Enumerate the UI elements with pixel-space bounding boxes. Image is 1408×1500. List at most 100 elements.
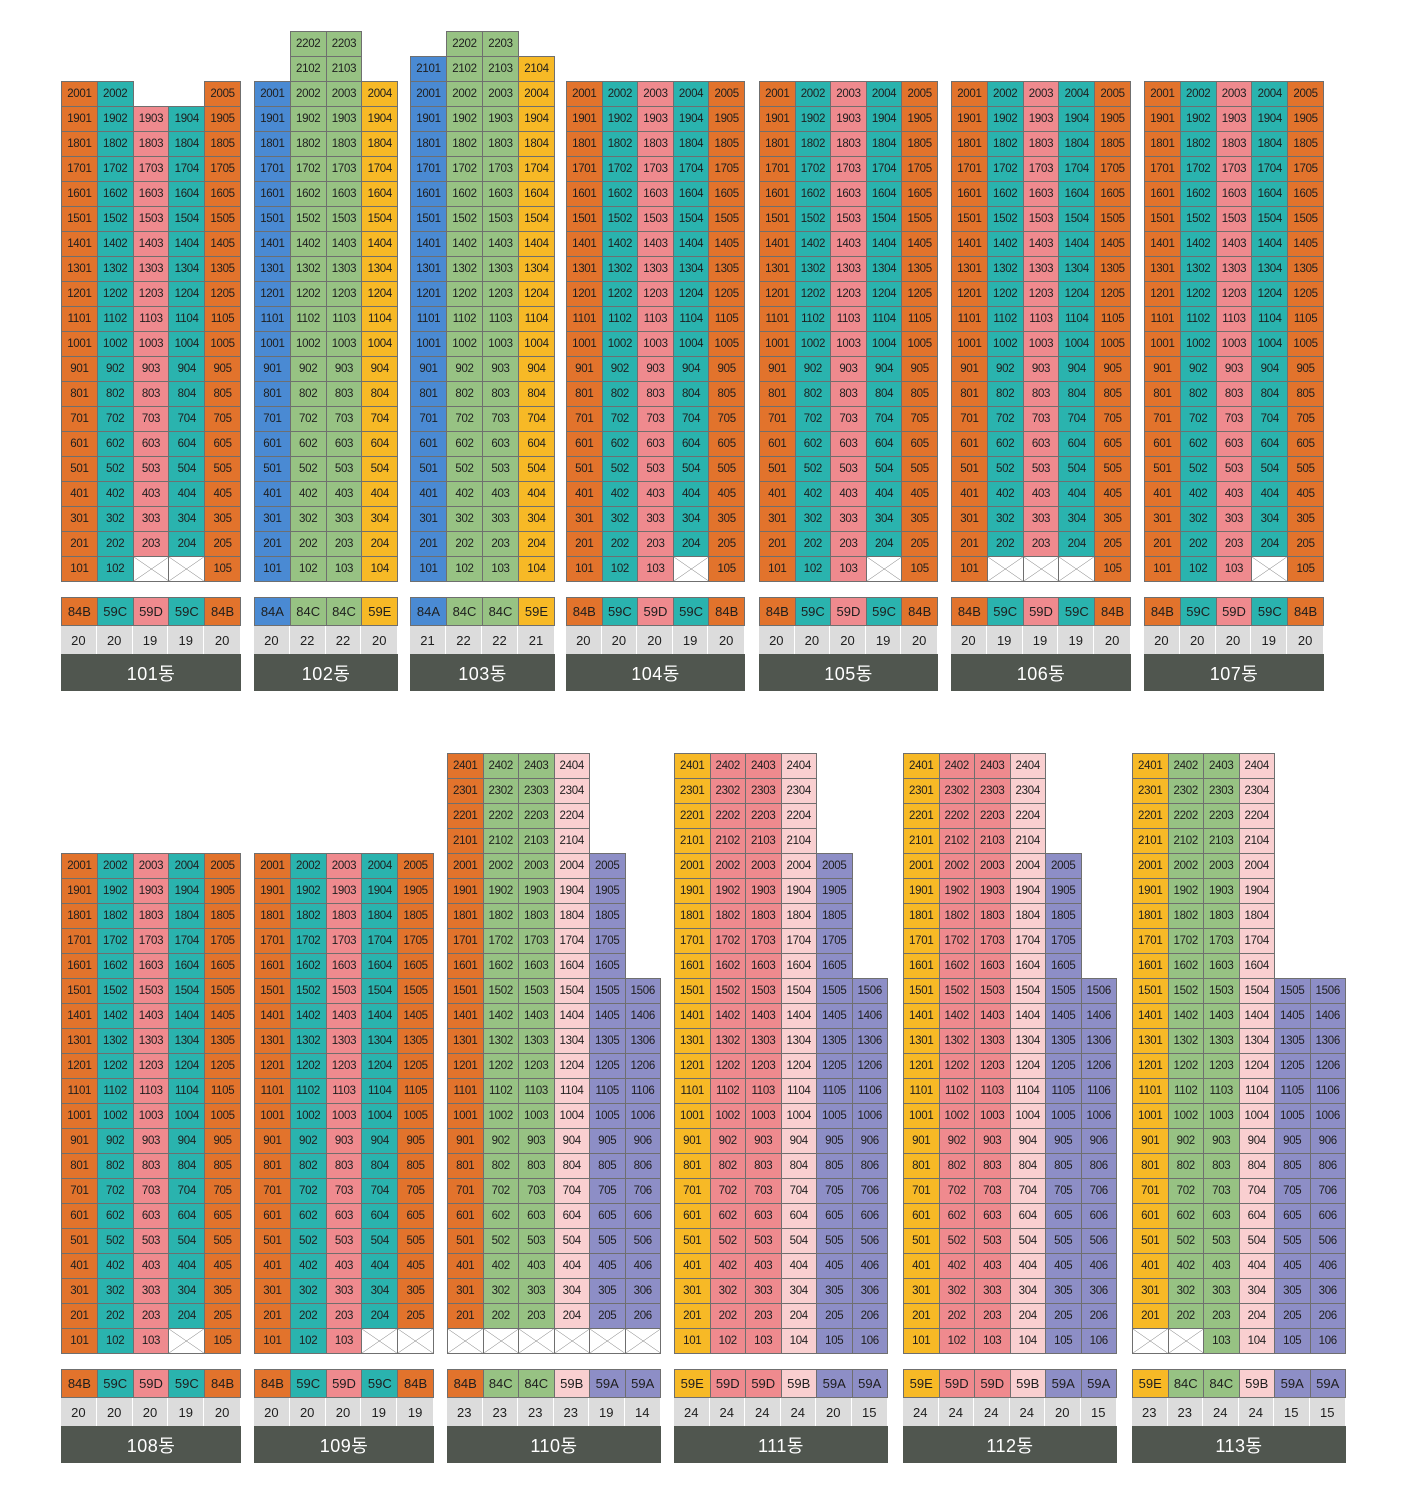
- unit-cell: 803: [325, 1153, 363, 1179]
- unit-cell: 1005: [708, 331, 745, 357]
- unit-cell: 1204: [1058, 281, 1096, 307]
- unit-cell: 1405: [901, 231, 938, 257]
- unit-cell: 1104: [553, 1078, 590, 1104]
- unit-type-label: 84B: [447, 1369, 484, 1398]
- unit-cell: 1603: [637, 181, 674, 207]
- unit-cell: 1405: [816, 1003, 853, 1029]
- unit-cell: 403: [1203, 1253, 1240, 1279]
- unit-cell: 802: [289, 381, 327, 407]
- unit-cell: 103: [482, 556, 519, 582]
- unit-cell: 2103: [1203, 828, 1240, 854]
- unit-cell: 1105: [708, 306, 745, 332]
- unit-cell: 1603: [1215, 181, 1253, 207]
- unit-cell: 1603: [325, 953, 363, 979]
- unit-cell: 801: [61, 381, 98, 407]
- unit-cell: 505: [204, 456, 241, 482]
- unit-cell: 1102: [96, 306, 134, 332]
- unit-cell: 2001: [1132, 853, 1169, 879]
- unit-cell: 301: [1132, 1278, 1169, 1304]
- unit-cell: 1801: [1132, 903, 1169, 929]
- unit-cell: 1402: [938, 1003, 975, 1029]
- unit-cell: 2404: [780, 753, 817, 779]
- unit-type-label: 84B: [759, 597, 796, 626]
- unit-cell: 401: [447, 1253, 484, 1279]
- unit-cell: 1202: [96, 1053, 134, 1079]
- unit-cell: 1305: [708, 256, 745, 282]
- unit-cell: 502: [96, 456, 134, 482]
- unit-cell: 2202: [709, 803, 746, 829]
- unit-cell: 1501: [674, 978, 711, 1004]
- unit-cell: 1704: [865, 156, 903, 182]
- unit-cell: 101: [1144, 556, 1181, 582]
- unit-cell: 1901: [447, 878, 484, 904]
- unit-cell: 2002: [96, 81, 134, 107]
- unit-cell: 2102: [938, 828, 975, 854]
- unit-cell: 1605: [901, 181, 938, 207]
- unit-count: 20: [816, 1398, 852, 1426]
- unit-cell: 305: [204, 506, 241, 532]
- unit-count: 20: [1094, 626, 1131, 654]
- unit-type-label: 84B: [901, 597, 938, 626]
- unit-type-label: 59A: [1080, 1369, 1117, 1398]
- unit-cell: 605: [1274, 1203, 1311, 1229]
- unit-cell: 906: [1309, 1128, 1346, 1154]
- unit-cell: 805: [1094, 381, 1131, 407]
- unit-cell: 401: [254, 1253, 291, 1279]
- unit-cell: 1205: [1094, 281, 1131, 307]
- empty-unit: [1058, 556, 1096, 582]
- unit-cell: 1505: [1045, 978, 1082, 1004]
- unit-cell: 1604: [168, 953, 206, 979]
- unit-cell: 1306: [851, 1028, 888, 1054]
- unit-cell: 701: [903, 1178, 940, 1204]
- unit-cell: 1103: [132, 306, 170, 332]
- unit-cell: 1203: [518, 1053, 555, 1079]
- unit-cell: 706: [851, 1178, 888, 1204]
- unit-cell: 1702: [794, 156, 832, 182]
- unit-cell: 301: [903, 1278, 940, 1304]
- unit-cell: 1103: [132, 1078, 170, 1104]
- unit-cell: 1605: [397, 953, 434, 979]
- unit-count: 20: [96, 1398, 133, 1426]
- unit-cell: 1901: [254, 106, 291, 132]
- unit-cell: 502: [446, 456, 483, 482]
- unit-cell: 603: [974, 1203, 1011, 1229]
- unit-cell: 204: [1058, 531, 1096, 557]
- unit-cell: 502: [986, 456, 1024, 482]
- unit-cell: 1301: [1132, 1028, 1169, 1054]
- unit-cell: 1602: [794, 181, 832, 207]
- unit-cell: 905: [589, 1128, 626, 1154]
- unit-cell: 101: [674, 1328, 711, 1354]
- unit-cell: 205: [1094, 531, 1131, 557]
- unit-cell: 1704: [1238, 928, 1275, 954]
- unit-cell: 1004: [361, 1103, 399, 1129]
- unit-cell: 1205: [1274, 1053, 1311, 1079]
- unit-cell: 1206: [851, 1053, 888, 1079]
- unit-cell: 603: [132, 1203, 170, 1229]
- unit-cell: 1201: [1132, 1053, 1169, 1079]
- unit-cell: 1505: [1287, 206, 1324, 232]
- unit-cell: 1004: [168, 331, 206, 357]
- unit-cell: 2103: [325, 56, 363, 82]
- unit-cell: 201: [1144, 531, 1181, 557]
- unit-cell: 202: [938, 1303, 975, 1329]
- unit-cell: 2002: [289, 853, 327, 879]
- unit-cell: 1105: [204, 1078, 241, 1104]
- unit-cell: 406: [624, 1253, 661, 1279]
- unit-cell: 1702: [289, 928, 327, 954]
- unit-cell: 2302: [938, 778, 975, 804]
- unit-count: 24: [903, 1398, 939, 1426]
- unit-cell: 1805: [708, 131, 745, 157]
- unit-cell: 2302: [709, 778, 746, 804]
- unit-cell: 2001: [951, 81, 988, 107]
- unit-cell: 1004: [518, 331, 555, 357]
- unit-cell: 501: [410, 456, 447, 482]
- unit-cell: 2402: [1167, 753, 1204, 779]
- unit-cell: 805: [397, 1153, 434, 1179]
- unit-cell: 604: [672, 431, 710, 457]
- unit-cell: 703: [482, 406, 519, 432]
- unit-cell: 1205: [816, 1053, 853, 1079]
- unit-cell: 403: [830, 481, 867, 507]
- unit-cell: 1803: [974, 903, 1011, 929]
- unit-cell: 1605: [708, 181, 745, 207]
- unit-cell: 506: [1309, 1228, 1346, 1254]
